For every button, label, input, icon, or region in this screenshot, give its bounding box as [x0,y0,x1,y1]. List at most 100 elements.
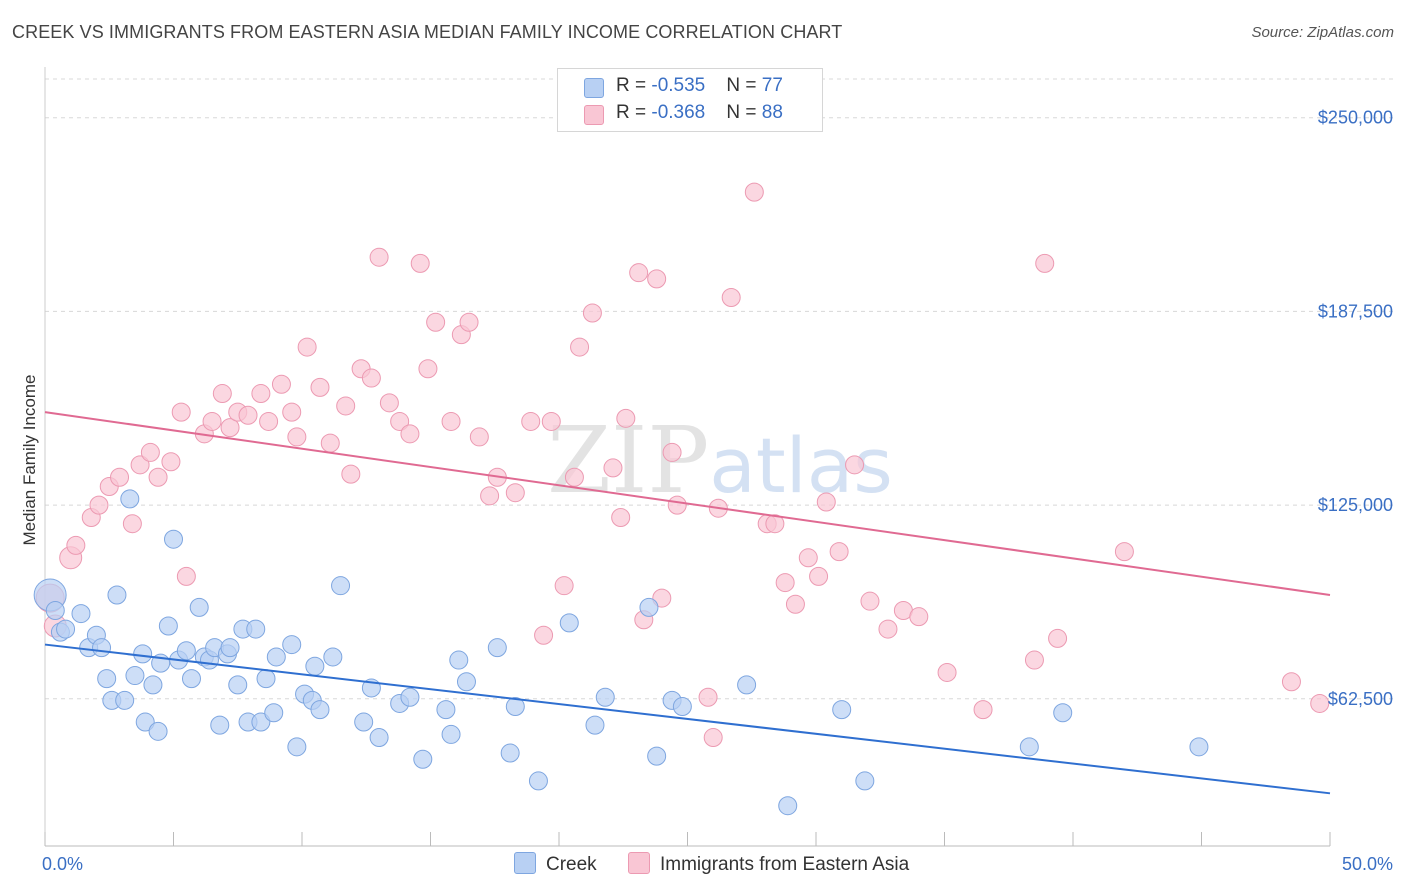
creek-point [369,728,389,748]
y-tick-label: $187,500 [1318,301,1393,321]
asia-point [1281,672,1301,692]
creek-point [120,489,140,509]
asia-point [310,377,330,397]
creek-point [181,669,201,689]
creek-point [436,700,456,720]
creek-point [1053,703,1073,723]
asia-point [379,393,399,413]
asia-point [282,402,302,422]
asia-trend-line [44,411,1331,596]
creek-point [164,529,183,549]
creek-point [737,675,757,695]
creek-point [855,771,875,791]
asia-point [647,269,667,289]
asia-point [775,573,795,593]
creek-point [487,638,507,658]
creek-legend-label: Creek [546,854,597,875]
asia-point [829,542,849,562]
asia-point [89,495,109,515]
asia-point [860,591,880,611]
asia-point [202,411,222,431]
asia-point [505,483,525,503]
asia-swatch [584,105,604,125]
creek-point [97,669,117,689]
creek-trend-line [44,643,1331,795]
asia-point [611,508,631,528]
asia-point [564,467,584,487]
asia-point [140,442,160,462]
asia-point [878,619,898,639]
creek-point [158,616,178,636]
creek-point [266,647,286,667]
asia-point [459,312,479,332]
r-label: R = [616,75,652,96]
asia-point [161,452,181,472]
creek-point [107,585,127,605]
creek-point [115,690,135,710]
creek-point [210,715,230,735]
legend-item-creek: Creek [514,852,597,876]
asia-point [361,368,381,388]
creek-point [647,746,667,766]
asia-point [441,411,461,431]
asia-point [582,303,602,323]
asia-point [603,458,623,478]
x-tick-label-end: 50.0% [1342,854,1393,874]
asia-point [212,384,232,404]
n-label: N = [726,75,762,96]
n-value: 77 [761,75,783,96]
creek-point [264,703,284,723]
creek-point [305,656,325,676]
watermark: ZIPatlas [547,407,893,514]
watermark-atlas: atlas [709,421,893,510]
asia-point [1048,628,1068,648]
creek-point [528,771,548,791]
creek-point [639,597,659,617]
asia-point [369,247,389,267]
asia-point [238,405,258,425]
creek-point [282,635,302,655]
asia-point [1024,650,1044,670]
creek-point [456,672,476,692]
asia-point [410,253,430,273]
asia-point [765,514,785,534]
asia-point [909,607,929,627]
r-value: -0.535 [651,75,706,96]
asia-point [652,588,672,608]
creek-point [505,697,525,717]
creek-point [1189,737,1209,757]
asia-point [469,427,489,447]
asia-point [554,576,574,596]
x-tick-label-start: 0.0% [42,854,83,874]
asia-point [287,427,307,447]
asia-point [698,687,718,707]
creek-point [246,619,266,639]
creek-point [778,796,798,816]
creek-point [92,638,112,658]
asia-point [171,402,191,422]
creek-point [500,743,520,763]
asia-point [66,535,86,555]
asia-point [1114,542,1134,562]
creek-point [287,737,307,757]
asia-point [320,433,340,453]
axes [44,67,1331,847]
creek-legend-swatch [514,852,536,874]
creek-point [449,650,469,670]
y-axis-label: Median Family Income [20,374,39,546]
asia-point [703,728,723,748]
asia-point [1310,693,1330,713]
creek-point [228,675,248,695]
y-tick-label: $250,000 [1318,108,1393,128]
asia-point [1035,253,1055,273]
creek-point [125,666,145,686]
asia-point [480,486,500,506]
chart-title: CREEK VS IMMIGRANTS FROM EASTERN ASIA ME… [12,22,843,42]
creek-point [672,697,692,717]
creek-point [400,687,420,707]
creek-point [331,576,351,596]
legend-text-creek: R = -0.535 N = 77 [616,75,783,97]
creek-point [135,712,155,732]
asia-point [845,455,865,475]
r-label: R = [616,102,652,123]
